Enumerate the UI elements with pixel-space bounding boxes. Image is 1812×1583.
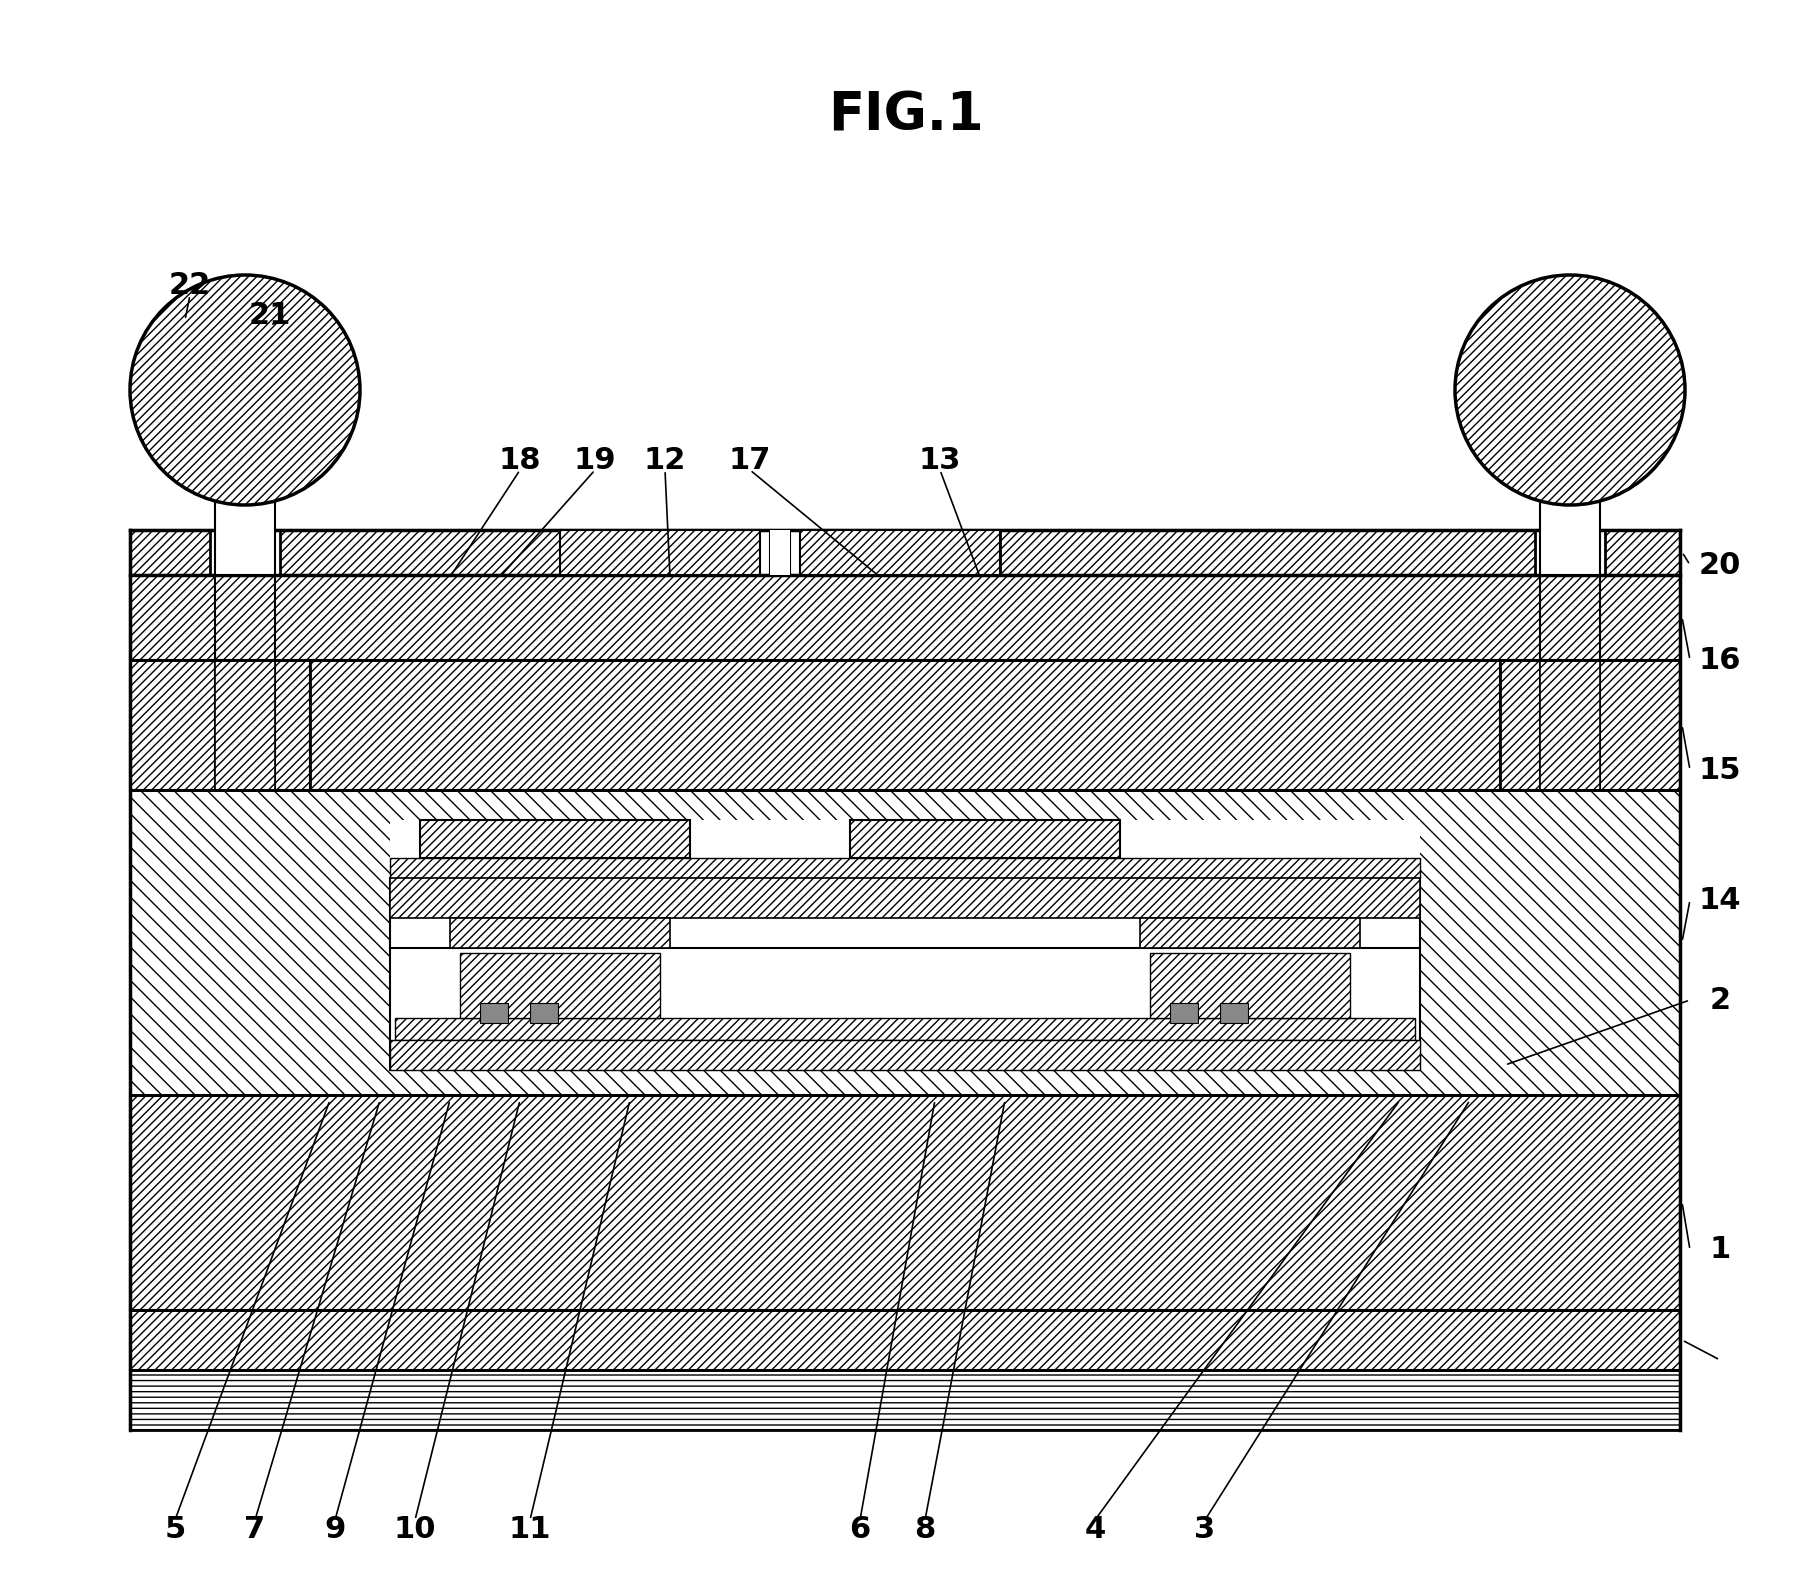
- Bar: [1540, 575, 1600, 660]
- Bar: [130, 660, 310, 790]
- Text: 21: 21: [248, 301, 292, 329]
- Bar: [130, 575, 1680, 660]
- Text: 14: 14: [1700, 885, 1741, 915]
- Text: 4: 4: [1084, 1515, 1105, 1545]
- Bar: [480, 1004, 507, 1023]
- Text: 16: 16: [1700, 646, 1741, 674]
- Text: 12: 12: [643, 445, 687, 475]
- Bar: [390, 858, 1421, 879]
- Bar: [560, 530, 759, 575]
- Text: 17: 17: [728, 445, 772, 475]
- Text: 7: 7: [245, 1515, 266, 1545]
- Bar: [1540, 660, 1600, 790]
- Text: 13: 13: [919, 445, 960, 475]
- Bar: [460, 953, 660, 1018]
- Text: 5: 5: [165, 1515, 185, 1545]
- Bar: [390, 879, 1421, 1070]
- Bar: [216, 575, 275, 660]
- Text: 11: 11: [509, 1515, 551, 1545]
- Text: 15: 15: [1700, 755, 1741, 785]
- Bar: [130, 1369, 1680, 1429]
- Bar: [449, 918, 670, 948]
- Bar: [1535, 530, 1605, 575]
- Bar: [130, 790, 1680, 1095]
- Bar: [850, 820, 1120, 858]
- Bar: [801, 530, 1000, 575]
- Text: 9: 9: [324, 1515, 346, 1545]
- Bar: [390, 879, 1421, 918]
- Bar: [690, 820, 850, 858]
- Text: 19: 19: [574, 445, 616, 475]
- Bar: [1540, 389, 1600, 575]
- Bar: [1140, 918, 1361, 948]
- Bar: [390, 820, 420, 858]
- Bar: [130, 530, 1680, 575]
- Bar: [1171, 1004, 1198, 1023]
- Bar: [560, 530, 1000, 575]
- Bar: [216, 660, 275, 790]
- Text: FIG.1: FIG.1: [828, 89, 984, 141]
- Text: 1: 1: [1709, 1235, 1730, 1265]
- Bar: [216, 389, 275, 575]
- Bar: [216, 660, 275, 790]
- Text: 2: 2: [1709, 986, 1730, 1015]
- Bar: [390, 1040, 1421, 1070]
- Bar: [310, 660, 1500, 790]
- Bar: [130, 1311, 1680, 1369]
- Bar: [1500, 660, 1680, 790]
- Text: 18: 18: [498, 445, 542, 475]
- Circle shape: [1455, 275, 1685, 505]
- Text: 20: 20: [1700, 551, 1741, 579]
- Bar: [770, 530, 790, 575]
- Circle shape: [130, 275, 361, 505]
- Text: 6: 6: [850, 1515, 870, 1545]
- Text: 22: 22: [169, 271, 212, 299]
- Bar: [1120, 820, 1421, 858]
- Bar: [1540, 660, 1600, 790]
- Text: 3: 3: [1194, 1515, 1216, 1545]
- Bar: [529, 1004, 558, 1023]
- Bar: [420, 820, 690, 858]
- Text: 8: 8: [915, 1515, 935, 1545]
- Bar: [1219, 1004, 1248, 1023]
- Text: 10: 10: [393, 1515, 437, 1545]
- Bar: [395, 1018, 1415, 1040]
- Bar: [130, 1095, 1680, 1311]
- Bar: [1151, 953, 1350, 1018]
- Bar: [210, 530, 281, 575]
